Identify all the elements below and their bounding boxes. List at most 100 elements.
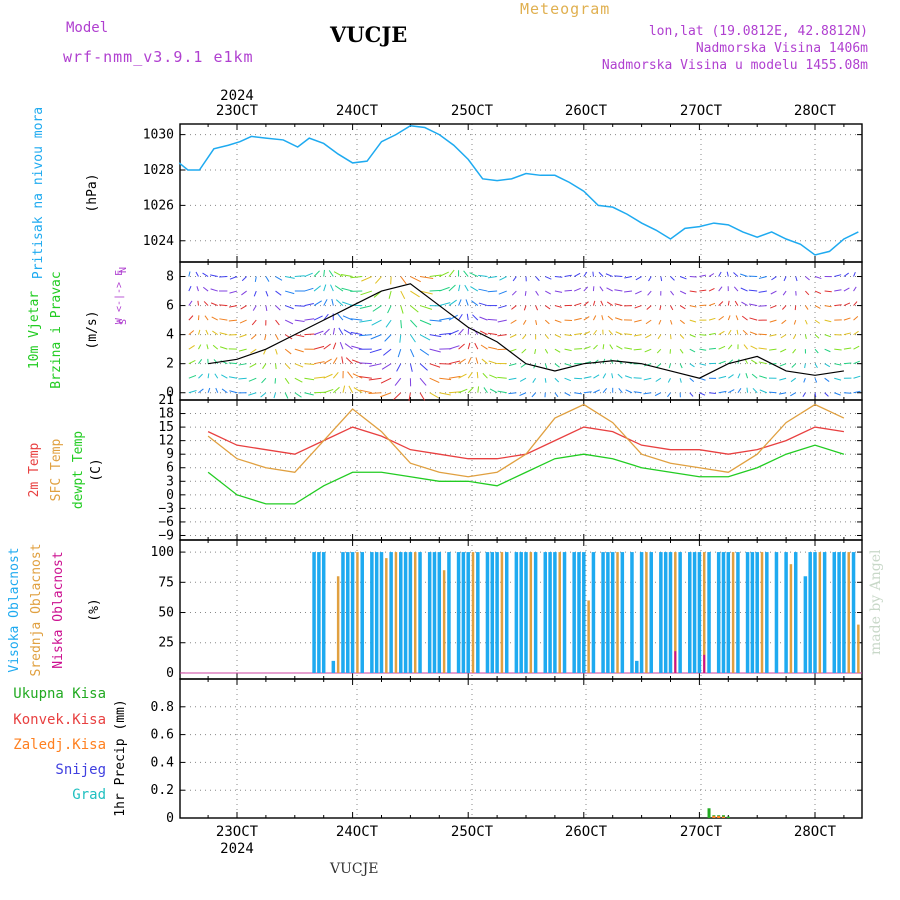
wind-arrow <box>477 386 480 393</box>
wind-arrow <box>419 276 434 279</box>
wind-arrow <box>239 334 247 338</box>
wind-arrow <box>358 334 372 337</box>
wind-arrow <box>718 390 727 394</box>
wind-arrow <box>487 332 498 336</box>
wind-arrow <box>333 386 340 394</box>
wind-arrow <box>793 319 797 325</box>
cloud-bar <box>485 552 490 673</box>
cloud-bar <box>818 552 822 673</box>
wind-arrow <box>207 387 211 393</box>
wind-arrow <box>778 392 787 395</box>
cloud-bar <box>674 651 677 673</box>
top-date-label: 25OCT <box>451 103 494 119</box>
wind-arrow <box>353 387 363 394</box>
wind-arrow <box>458 358 466 365</box>
wind-arrow <box>804 290 810 296</box>
cloud-low-title: Niska Oblacnost <box>51 551 66 668</box>
wind-arrow <box>843 272 850 277</box>
wind-arrow <box>188 285 192 292</box>
wind-arrow <box>679 305 686 310</box>
wind-arrow <box>275 349 278 355</box>
wind-arrow <box>733 272 739 277</box>
wind-arrow <box>238 348 247 352</box>
wind-arrow <box>790 392 796 397</box>
wind-arrow <box>474 342 479 350</box>
wind-arrow <box>781 319 787 325</box>
cloud-bar <box>659 552 663 673</box>
wind-arrow <box>535 276 540 282</box>
wind-arrow <box>429 274 442 278</box>
wind-arrow <box>304 392 314 396</box>
wind-arrow <box>634 305 642 309</box>
wind-arrow <box>573 287 581 292</box>
wind-arrow <box>284 334 293 340</box>
wind-arrow <box>624 375 633 379</box>
wind-arrow <box>824 319 832 323</box>
cloud-bar <box>331 660 336 673</box>
y-tick-label: −3 <box>158 501 174 516</box>
wind-arrow <box>350 276 363 279</box>
cloud-bar <box>750 552 755 673</box>
wind-arrow <box>304 272 313 277</box>
wind-arrow <box>313 330 324 336</box>
wind-arrow <box>188 300 193 306</box>
wind-arrow <box>334 285 344 292</box>
cloud-bar <box>312 552 316 673</box>
wind-arrow <box>448 391 461 394</box>
wind-arrow <box>249 363 257 368</box>
wind-arrow <box>469 272 479 277</box>
y-tick-label: 18 <box>158 407 174 422</box>
cloud-bar <box>399 552 403 673</box>
cloud-bar <box>379 552 384 673</box>
y-tick-label: −9 <box>158 528 174 543</box>
wind-arrow <box>583 301 589 306</box>
wind-arrow <box>737 373 741 379</box>
wind-arrow <box>482 372 488 379</box>
cloud-bar <box>495 552 499 673</box>
wind-arrow <box>583 286 589 292</box>
wind-arrow <box>749 303 758 307</box>
wind-arrow <box>592 271 594 277</box>
wind-arrow <box>853 360 860 365</box>
cloud-bar <box>317 552 321 673</box>
wind-arrow <box>782 290 787 296</box>
cloud-bar <box>842 552 846 673</box>
cloud-bar <box>832 552 837 673</box>
cloud-bar <box>716 552 721 673</box>
wind-arrow <box>332 357 338 364</box>
wind-arrow <box>554 276 563 278</box>
wind-arrow <box>429 334 442 338</box>
wind-arrow <box>834 348 842 351</box>
wind-arrow <box>304 377 315 381</box>
wind-arrow <box>769 334 777 337</box>
temp-ylabel: (C) <box>89 458 104 481</box>
wind-arrow <box>483 387 488 394</box>
wind-arrow <box>667 392 671 398</box>
wind-arrow <box>467 386 474 394</box>
y-tick-label: 75 <box>158 575 174 590</box>
wind-arrow <box>508 392 517 395</box>
cloud-bar <box>847 552 850 673</box>
cloud-bar <box>360 552 364 673</box>
wind-arrow <box>369 348 382 354</box>
wind-arrow <box>210 302 218 307</box>
wind-arrow <box>740 287 748 292</box>
cloud-bar <box>668 552 673 673</box>
wind-arrow <box>345 357 353 365</box>
wind-arrow <box>853 286 857 292</box>
cloud-bar <box>726 552 731 673</box>
wind-arrow <box>511 305 517 310</box>
cloud-bar <box>639 552 644 673</box>
wind-arrow <box>791 363 797 368</box>
wind-arrow <box>814 363 818 369</box>
wind-arrow <box>708 273 715 277</box>
wind-arrow <box>758 361 767 365</box>
wind-arrow <box>768 391 777 394</box>
wind-arrow <box>780 348 787 353</box>
wind-arrow <box>409 363 413 372</box>
y-tick-label: 9 <box>166 447 174 462</box>
wind-arrow <box>275 334 279 341</box>
wind-arrow <box>734 300 739 306</box>
wind-arrow <box>210 288 218 292</box>
wind-arrow <box>262 363 267 369</box>
